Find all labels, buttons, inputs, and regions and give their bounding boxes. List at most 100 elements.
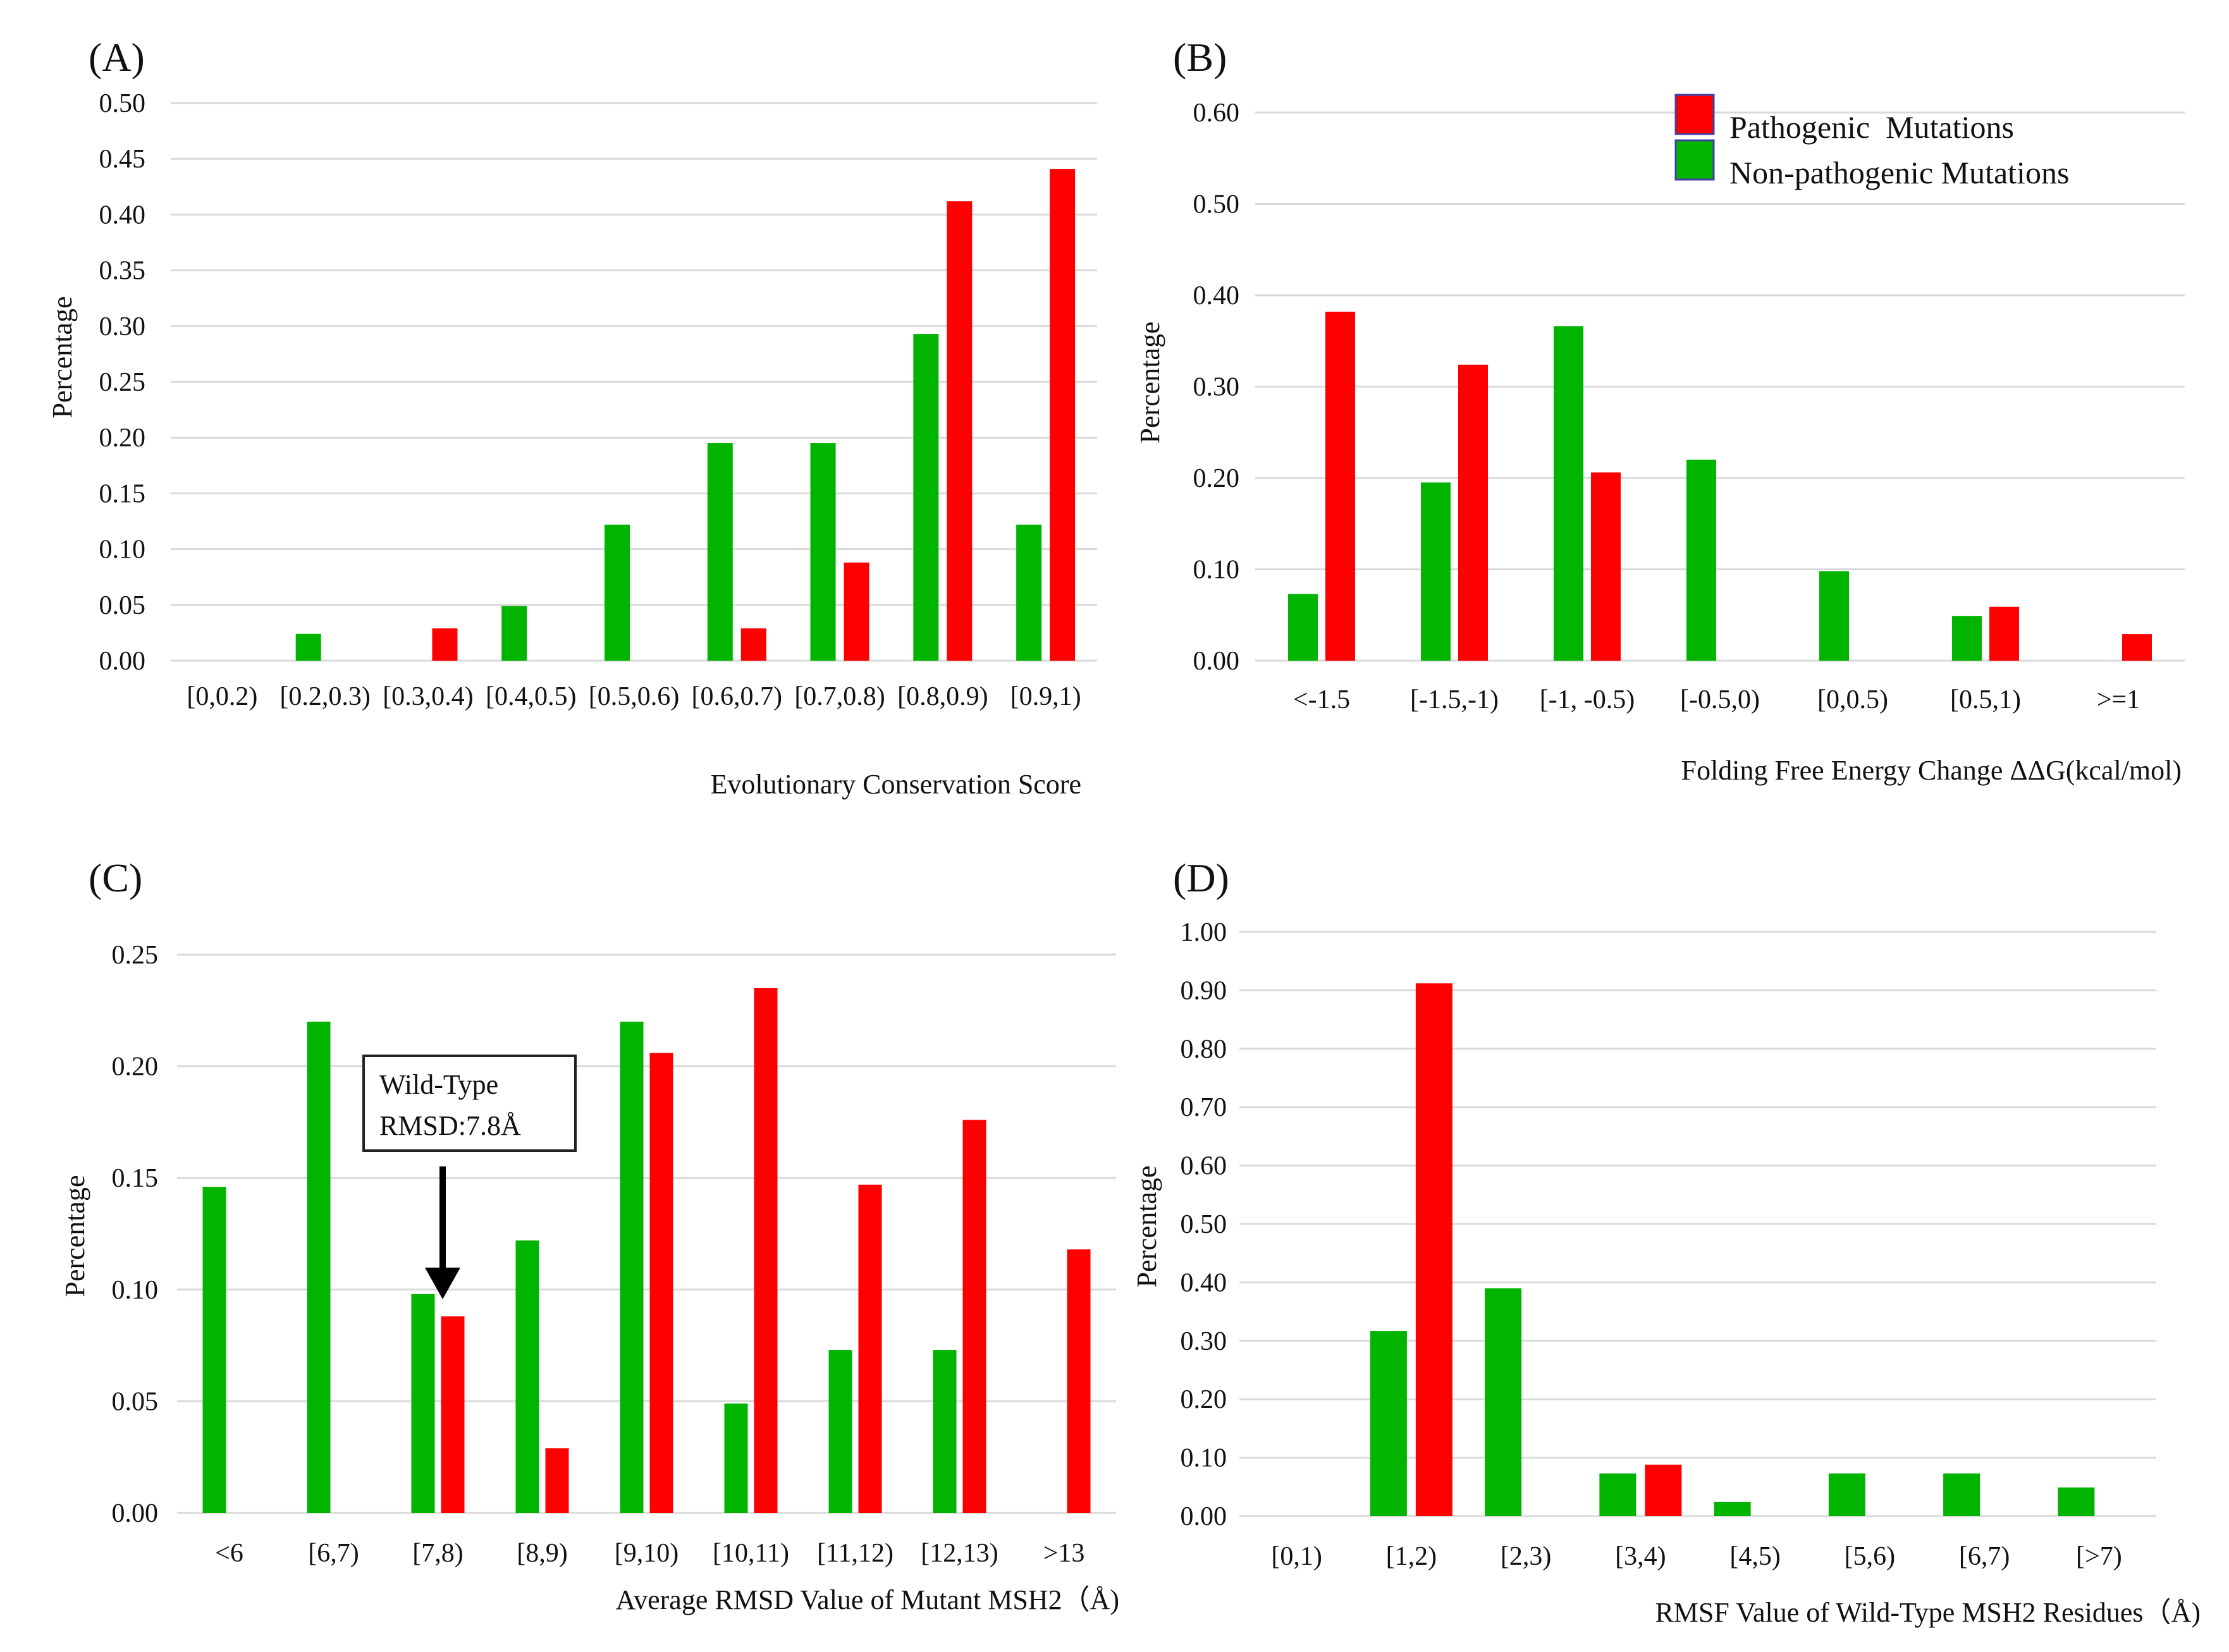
panel-d-bar-non-pathogenic <box>1485 1288 1522 1516</box>
panel-a-bar-pathogenic <box>844 562 869 661</box>
panel-d-label: (D) <box>1173 855 1229 900</box>
panel-b-xtick-label: [0.5,1) <box>1950 685 2021 714</box>
panel-c-label: (C) <box>89 855 142 900</box>
panel-c-xtick-label: [10,11) <box>713 1539 789 1568</box>
panel-d-bar-pathogenic <box>1415 983 1452 1516</box>
panel-c-bar-non-pathogenic <box>724 1403 748 1513</box>
panel-c-xtick-label: <6 <box>215 1539 243 1568</box>
panel-b-bar-pathogenic <box>1458 364 1488 661</box>
panel-a-ytick-label: 0.05 <box>99 591 146 620</box>
panel-a-bar-non-pathogenic <box>501 606 527 661</box>
annotation-arrow-head <box>425 1268 460 1299</box>
panel-c-ytick-label: 0.10 <box>112 1276 159 1305</box>
panel-a-ytick-label: 0.45 <box>99 145 146 174</box>
panel-c-xtick-label: [8,9) <box>517 1539 567 1568</box>
panel-d-xtick-label: [1,2) <box>1386 1542 1437 1571</box>
panel-d-xtick-label: [4,5) <box>1729 1542 1780 1571</box>
panel-c-bar-non-pathogenic <box>515 1240 539 1513</box>
panel-a-ytick-label: 0.25 <box>99 368 146 397</box>
panel-d-bar-non-pathogenic <box>2058 1487 2095 1516</box>
panel-a-bar-non-pathogenic <box>1016 524 1042 661</box>
panel-d-ytick-label: 0.90 <box>1181 976 1227 1005</box>
panel-d-xlabel: RMSF Value of Wild-Type MSH2 Residues（Å) <box>1655 1597 2201 1628</box>
panel-d-ytick-label: 0.80 <box>1181 1035 1227 1064</box>
panel-a-xtick-label: [0.2,0.3) <box>279 682 370 711</box>
panel-b-xtick-label: >=1 <box>2097 685 2140 714</box>
annotation-line-2: RMSD:7.8Å <box>379 1110 521 1141</box>
panel-b-bar-non-pathogenic <box>1819 571 1849 661</box>
panel-b-bar-pathogenic <box>2122 634 2152 661</box>
panel-b-bar-pathogenic <box>1989 606 2019 661</box>
panel-b-ytick-label: 0.20 <box>1193 464 1240 493</box>
panel-b-ylabel: Percentage <box>1134 322 1165 444</box>
panel-a-xtick-label: [0.7,0.8) <box>794 682 885 711</box>
panel-c-xtick-label: [12,13) <box>921 1539 998 1568</box>
panel-d-xtick-label: [5,6) <box>1845 1542 1895 1571</box>
panel-d-xtick-label: [6,7) <box>1959 1542 2010 1571</box>
panel-a-bar-non-pathogenic <box>605 524 630 661</box>
panel-c-bar-pathogenic <box>441 1316 465 1513</box>
panel-a-ytick-label: 0.30 <box>99 312 146 341</box>
panel-d-ytick-label: 0.10 <box>1181 1444 1227 1473</box>
panel-d-ytick-label: 0.50 <box>1181 1210 1227 1239</box>
panel-c-bar-non-pathogenic <box>933 1350 957 1513</box>
panel-a-bar-non-pathogenic <box>810 443 836 661</box>
panel-a-xtick-label: [0.3,0.4) <box>383 682 473 711</box>
panel-c-xtick-label: [6,7) <box>308 1539 359 1568</box>
panel-c-bar-pathogenic <box>962 1120 986 1513</box>
panel-d-xtick-label: [3,4) <box>1615 1542 1666 1571</box>
panel-d-xtick-label: [2,3) <box>1501 1542 1551 1571</box>
panel-d-ylabel: Percentage <box>1131 1166 1162 1288</box>
panel-a-ylabel: Percentage <box>47 297 78 419</box>
panel-c-ytick-label: 0.00 <box>112 1499 159 1528</box>
annotation-box <box>362 1055 577 1152</box>
panel-b-ytick-label: 0.60 <box>1193 99 1240 128</box>
panel-a-ytick-label: 0.20 <box>99 424 146 453</box>
panel-c-xtick-label: [7,8) <box>412 1539 463 1568</box>
panel-b-label: (B) <box>1173 35 1227 80</box>
legend-label-pathogenic: Pathogenic Mutations <box>1729 109 2014 145</box>
panel-c-xtick-label: [11,12) <box>817 1539 893 1568</box>
panel-c-xtick-label: >13 <box>1043 1539 1085 1568</box>
panel-b-xtick-label: [-1.5,-1) <box>1410 685 1499 714</box>
panel-a-bar-non-pathogenic <box>295 633 321 661</box>
panel-b-xtick-label: [-0.5,0) <box>1680 685 1760 714</box>
panel-b-ytick-label: 0.50 <box>1193 190 1240 219</box>
panel-b-xtick-label: [0,0.5) <box>1817 685 1888 714</box>
panel-a-bar-pathogenic <box>432 628 458 661</box>
panel-a-bar-non-pathogenic <box>913 334 939 661</box>
panel-a-ytick-label: 0.50 <box>99 89 146 118</box>
panel-c-bar-pathogenic <box>754 988 778 1513</box>
panel-b-bar-non-pathogenic <box>1554 326 1583 661</box>
panel-c-ytick-label: 0.15 <box>112 1164 159 1193</box>
panel-a-bar-pathogenic <box>1050 169 1076 661</box>
panel-a-label: (A) <box>89 35 145 80</box>
panel-a-xlabel: Evolutionary Conservation Score <box>710 769 1081 800</box>
panel-b-bar-non-pathogenic <box>1686 460 1716 661</box>
panel-c-ytick-label: 0.25 <box>112 941 159 970</box>
panel-a-xtick-label: [0,0.2) <box>187 682 257 711</box>
panel-c-bar-non-pathogenic <box>620 1021 644 1513</box>
panel-c-bar-pathogenic <box>1067 1249 1091 1513</box>
panel-b-bar-non-pathogenic <box>1288 594 1318 661</box>
panel-d-ytick-label: 1.00 <box>1181 918 1227 947</box>
panel-d-ytick-label: 0.20 <box>1181 1385 1227 1414</box>
panel-a-ytick-label: 0.15 <box>99 479 146 508</box>
legend-swatch-non-pathogenic <box>1674 139 1715 181</box>
panel-d-bar-pathogenic <box>1645 1464 1682 1516</box>
panel-a-bar-non-pathogenic <box>707 443 733 661</box>
panel-c-ytick-label: 0.20 <box>112 1053 159 1082</box>
panel-d-bar-non-pathogenic <box>1599 1473 1636 1516</box>
panel-a-ytick-label: 0.40 <box>99 200 146 229</box>
panel-c-bar-non-pathogenic <box>307 1021 331 1513</box>
panel-a-xtick-label: [0.6,0.7) <box>692 682 782 711</box>
panel-c-bar-pathogenic <box>649 1053 673 1513</box>
panel-b-xtick-label: [-1, -0.5) <box>1540 685 1635 714</box>
panel-d-xtick-label: [>7) <box>2076 1542 2122 1571</box>
panel-b-ytick-label: 0.10 <box>1193 556 1240 585</box>
panel-c-ylabel: Percentage <box>59 1175 90 1297</box>
annotation-line-1: Wild-Type <box>379 1069 498 1100</box>
panel-a-xtick-label: [0.4,0.5) <box>486 682 576 711</box>
panel-d-ytick-label: 0.40 <box>1181 1268 1227 1297</box>
panel-b-ytick-label: 0.00 <box>1193 647 1240 676</box>
